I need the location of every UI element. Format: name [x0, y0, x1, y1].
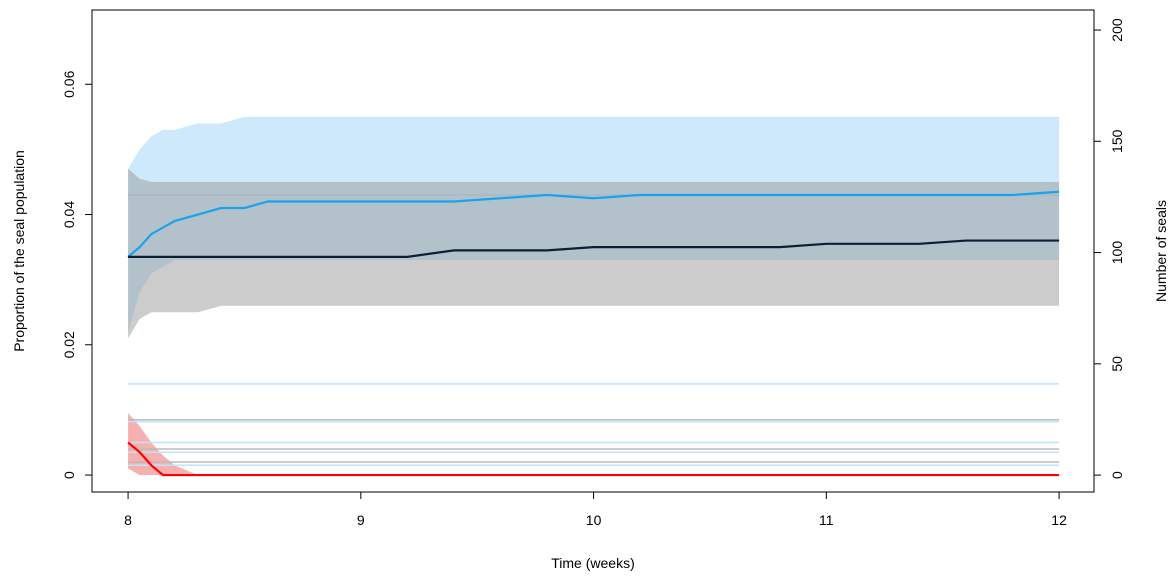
- y2-tick-label: 0: [1109, 471, 1125, 479]
- x-tick-label: 10: [586, 512, 602, 528]
- series-line: [128, 239, 1060, 258]
- series-line: [127, 190, 1060, 258]
- y-tick-label: 0.02: [61, 331, 77, 358]
- y-tick-label: 0.04: [61, 201, 77, 228]
- y-tick-label: 0.06: [61, 70, 77, 97]
- y2-tick-label: 50: [1109, 356, 1125, 372]
- y-axis-label: Proportion of the seal population: [11, 150, 27, 352]
- x-axis-label: Time (weeks): [551, 555, 635, 571]
- x-tick-label: 8: [124, 512, 132, 528]
- y2-tick-label: 100: [1109, 241, 1125, 265]
- x-tick-label: 11: [819, 512, 834, 528]
- x-tick-label: 9: [357, 512, 365, 528]
- y-tick-label: 0: [61, 471, 77, 479]
- y2-tick-label: 200: [1109, 18, 1125, 42]
- series-line: [127, 441, 1060, 477]
- y2-tick-label: 150: [1109, 129, 1125, 153]
- y2-axis-label: Number of seals: [1153, 200, 1169, 302]
- confidence-band: [128, 168, 1060, 339]
- x-tick-label: 12: [1051, 512, 1067, 528]
